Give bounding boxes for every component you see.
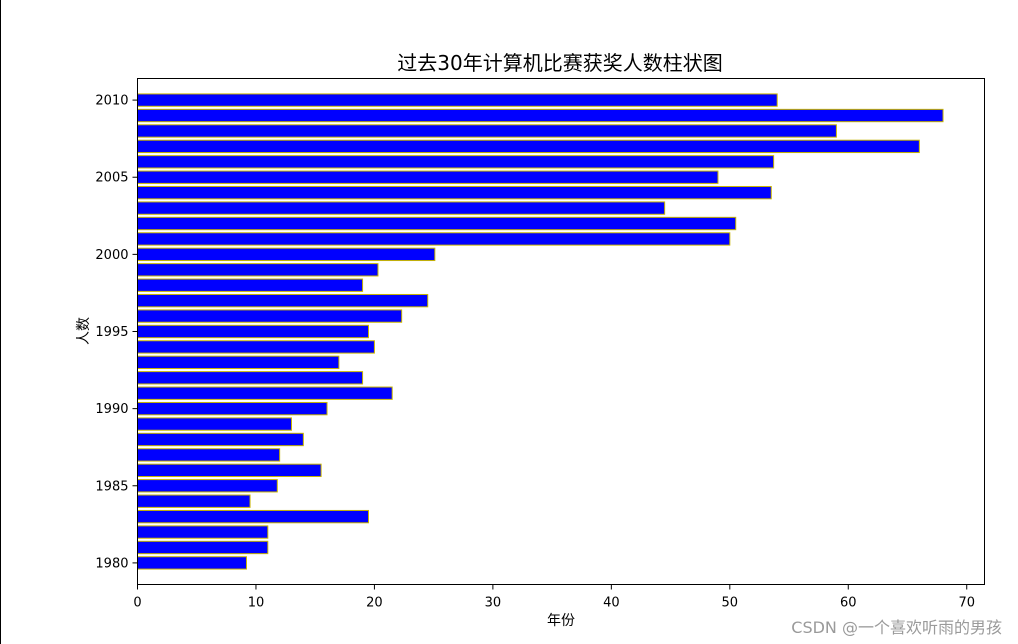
x-tick-label: 40	[603, 596, 620, 611]
bar-1981	[137, 540, 269, 555]
y-tick-label: 1980	[95, 556, 128, 571]
bar-2004	[137, 185, 772, 200]
bar-1986	[137, 463, 322, 478]
x-tick-label: 30	[485, 596, 502, 611]
y-tick-label: 1995	[95, 325, 128, 340]
bar-2006	[137, 155, 775, 169]
bar-2010	[137, 93, 778, 107]
bar-2008	[137, 124, 837, 138]
x-axis: 0 10 20 30 40 50 60 70	[133, 584, 975, 611]
y-tick-label: 2005	[95, 171, 128, 186]
bar-1980	[137, 556, 247, 570]
bar-1992	[137, 371, 364, 385]
x-tick-label: 50	[722, 596, 739, 611]
bar-1985	[137, 479, 278, 493]
x-tick-label: 10	[248, 596, 265, 611]
chart-title: 过去30年计算机比赛获奖人数柱状图	[397, 51, 722, 75]
window-edge	[0, 0, 1, 644]
y-tick-label: 2010	[95, 94, 128, 109]
bar-2003	[137, 201, 666, 215]
bar-2009	[137, 108, 944, 123]
bar-1998	[137, 278, 364, 292]
bar-2002	[137, 216, 737, 231]
bar-1994	[137, 340, 375, 354]
bar-1993	[137, 355, 340, 370]
y-tick-label: 1990	[95, 402, 128, 417]
bar-1996	[137, 309, 403, 323]
bar-2007	[137, 139, 920, 154]
bar-1997	[137, 293, 429, 308]
x-axis-label: 年份	[547, 613, 575, 629]
bar-1982	[137, 525, 269, 539]
bar-1988	[137, 432, 304, 447]
x-tick-label: 60	[840, 596, 857, 611]
y-tick-label: 1985	[95, 479, 128, 494]
bar-1983	[137, 509, 369, 524]
x-tick-label: 20	[366, 596, 383, 611]
bar-1984	[137, 494, 251, 508]
x-tick-label: 0	[133, 596, 141, 611]
bars-group	[137, 93, 944, 570]
bar-1991	[137, 386, 393, 400]
bar-1999	[137, 263, 379, 277]
y-tick-label: 2000	[95, 248, 128, 263]
watermark: CSDN @一个喜欢听雨的男孩	[791, 618, 1002, 637]
bar-1995	[137, 324, 369, 339]
bar-2005	[137, 170, 719, 184]
bar-1987	[137, 448, 281, 462]
bar-1990	[137, 401, 328, 416]
bar-2001	[137, 232, 731, 246]
y-axis-label: 人数	[76, 317, 92, 345]
y-axis: 1980 1985 1990 1995 2000 2005 2010	[95, 94, 138, 571]
bar-2000	[137, 247, 436, 262]
x-tick-label: 70	[958, 596, 975, 611]
bar-1989	[137, 417, 292, 431]
